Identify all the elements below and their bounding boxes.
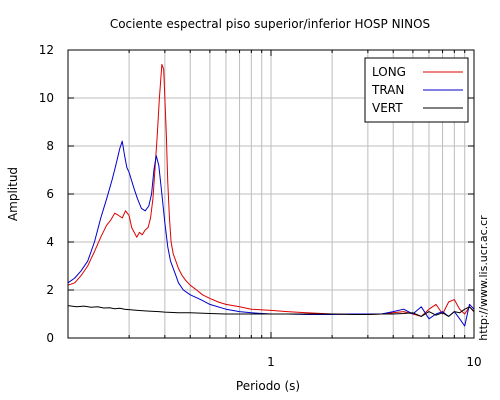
lis-url-annotation: http://www.lis.ucr.ac.cr: [477, 215, 490, 341]
legend-label-long: LONG: [372, 65, 406, 79]
legend-label-tran: TRAN: [371, 83, 404, 97]
chart-title: Cociente espectral piso superior/inferio…: [110, 17, 430, 31]
legend-label-vert: VERT: [372, 101, 403, 115]
y-tick-label: 10: [39, 91, 54, 105]
axis-ticks: 0 2 4 6 8 10 12 1 10: [39, 43, 482, 369]
series-line-vert: [67, 305, 475, 317]
series-line-long: [67, 63, 475, 317]
y-tick-label: 12: [39, 43, 54, 57]
x-tick-label: 1: [267, 355, 275, 369]
y-tick-label: 6: [46, 187, 54, 201]
x-tick-label: 10: [466, 355, 481, 369]
y-axis-label: Amplitud: [6, 167, 20, 221]
grid: [68, 50, 474, 338]
y-tick-label: 8: [46, 139, 54, 153]
legend: LONG TRAN VERT: [364, 57, 469, 123]
y-tick-label: 4: [46, 235, 54, 249]
series-line-tran: [67, 140, 475, 327]
y-tick-label: 0: [46, 331, 54, 345]
series-lines: [67, 63, 475, 327]
y-tick-label: 2: [46, 283, 54, 297]
x-axis-label: Periodo (s): [236, 379, 300, 393]
